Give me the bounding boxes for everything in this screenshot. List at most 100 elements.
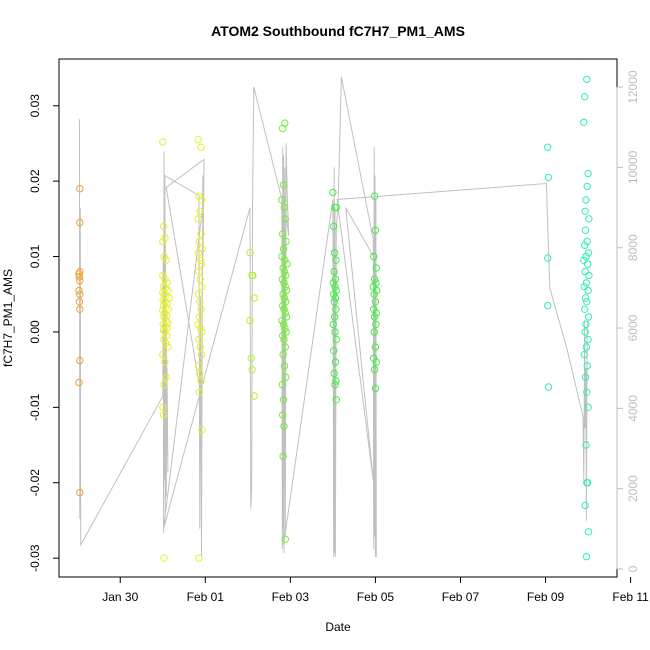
data-point [197, 350, 206, 359]
data-point [198, 283, 206, 291]
data-point [159, 222, 168, 231]
data-point [280, 294, 289, 302]
data-point [331, 358, 340, 366]
data-point [279, 301, 287, 310]
scatter-points-layer [75, 75, 593, 562]
data-point [282, 237, 290, 246]
data-point [331, 294, 340, 302]
y2-tick-label: 6000 [626, 314, 640, 341]
data-point [196, 343, 204, 351]
x-tick-label: Feb 07 [442, 590, 480, 604]
data-point [373, 286, 381, 295]
data-point [197, 305, 205, 313]
data-point [583, 182, 591, 191]
data-point [581, 267, 589, 276]
y-tick-label: -0.02 [28, 469, 42, 497]
data-point [76, 277, 84, 285]
data-point [279, 452, 287, 461]
y-tick-label: 0.00 [28, 320, 42, 344]
data-point [582, 252, 590, 261]
data-point [584, 313, 593, 321]
data-point [278, 275, 286, 283]
data-point [159, 237, 167, 246]
data-point [330, 347, 338, 355]
data-point [197, 260, 206, 268]
data-point [198, 328, 206, 336]
data-point [278, 316, 286, 325]
data-point [330, 369, 338, 378]
data-point [76, 218, 84, 227]
data-point [581, 501, 589, 510]
data-point [584, 249, 593, 257]
data-point [585, 215, 593, 223]
secondary-series-layer [78, 77, 589, 557]
data-point [583, 298, 591, 306]
data-point [581, 93, 589, 101]
data-point [246, 249, 254, 257]
data-point [281, 283, 289, 291]
x-axis: Jan 30 Feb 01 Feb 03 Feb 05 Feb 07 Feb 09 Feb … [102, 577, 649, 604]
data-point [580, 350, 588, 359]
data-point [581, 373, 590, 381]
data-point [371, 226, 380, 234]
data-point [278, 196, 286, 204]
data-point [196, 324, 205, 332]
data-point [582, 441, 590, 449]
data-point [580, 118, 588, 127]
y2-tick-label: 2000 [626, 475, 640, 502]
data-point [76, 356, 84, 365]
data-point [331, 275, 340, 283]
data-point [75, 273, 84, 281]
data-point [544, 143, 552, 151]
data-point [329, 188, 337, 197]
data-point [584, 335, 592, 344]
data-point [279, 290, 287, 298]
data-point [583, 362, 591, 370]
data-point [160, 335, 168, 344]
data-point [194, 320, 202, 329]
data-point [250, 392, 258, 400]
data-point [544, 173, 553, 182]
data-point [280, 203, 289, 212]
y-axis-label: fC7H7_PM1_AMS [1, 269, 15, 367]
data-point [197, 143, 205, 151]
data-point [280, 305, 288, 313]
data-point [161, 358, 169, 366]
data-point [372, 320, 380, 329]
data-point [281, 119, 289, 127]
data-point [331, 283, 339, 291]
y2-tick-label: 12000 [626, 70, 640, 104]
data-point [195, 335, 203, 344]
data-point [583, 388, 591, 396]
data-point [194, 249, 203, 257]
y2-tick-label: 8000 [626, 234, 640, 261]
x-tick-label: Feb 01 [187, 590, 225, 604]
data-point [279, 181, 288, 189]
y-tick-label: 0.02 [28, 169, 42, 193]
data-point [280, 362, 289, 370]
data-point [372, 358, 380, 366]
data-point [582, 279, 591, 287]
data-point [544, 254, 552, 262]
data-point [279, 396, 288, 404]
y-tick-label: -0.01 [28, 393, 42, 421]
data-point [197, 377, 205, 385]
data-point [583, 75, 591, 84]
data-point [370, 365, 379, 374]
data-point [75, 298, 84, 306]
data-point [159, 403, 167, 411]
data-point [281, 535, 289, 543]
data-point [278, 381, 286, 389]
data-point [195, 313, 204, 321]
data-point [329, 279, 337, 287]
data-point [194, 290, 203, 298]
data-point [194, 136, 202, 144]
data-point [331, 328, 339, 336]
data-point [279, 264, 287, 272]
data-point [371, 384, 380, 393]
data-point [196, 369, 204, 378]
data-point [330, 298, 338, 306]
data-point [161, 328, 169, 336]
data-point [159, 271, 167, 280]
